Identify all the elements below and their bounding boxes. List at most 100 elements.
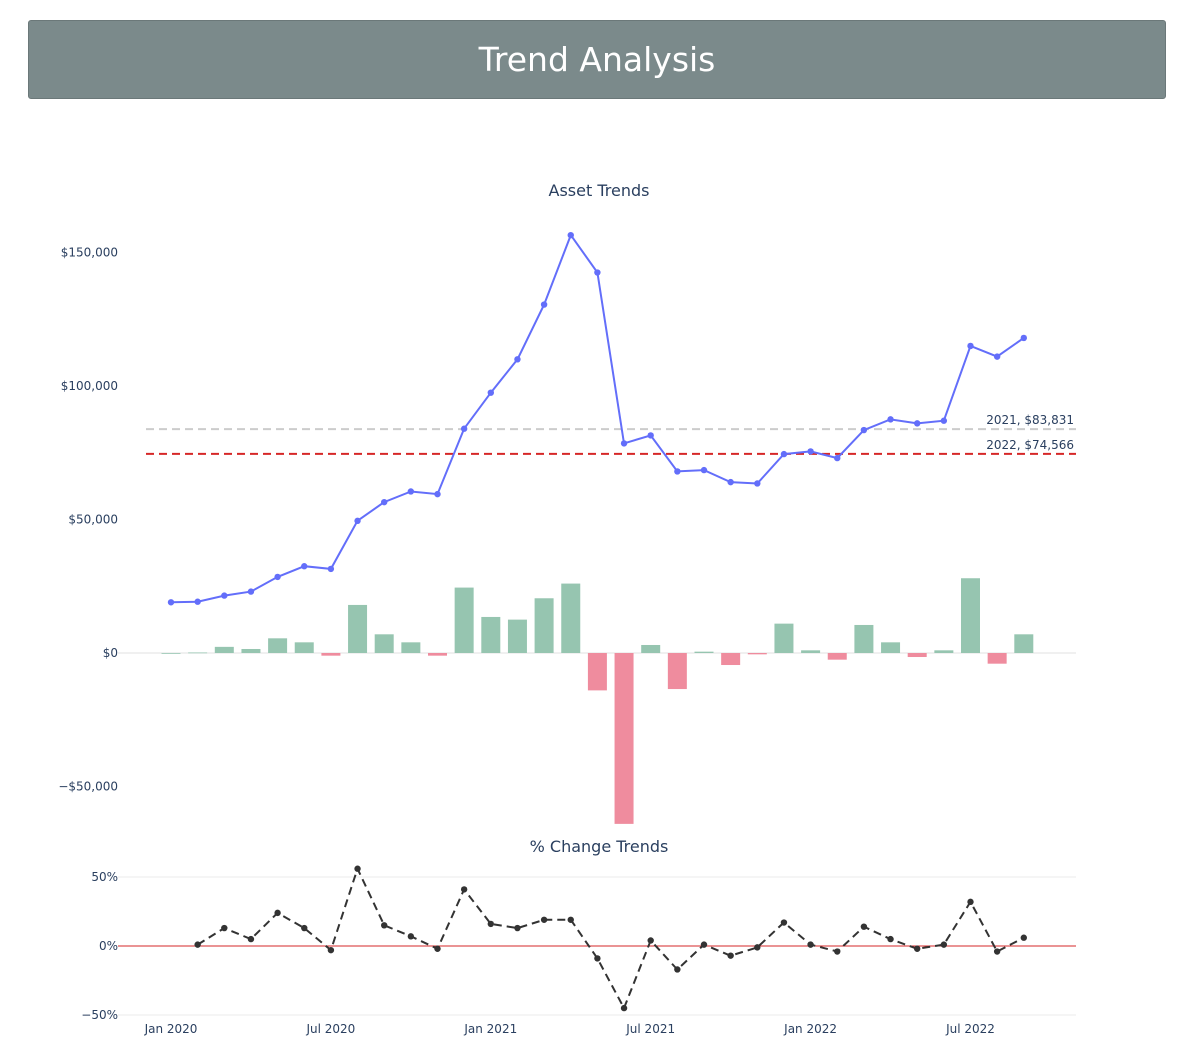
asset-data-point <box>993 353 1001 360</box>
asset-data-point <box>354 517 361 525</box>
percent-data-point <box>834 948 841 955</box>
percent-data-point <box>407 933 415 940</box>
asset-change-bar <box>241 648 261 653</box>
asset-change-bar <box>348 604 368 653</box>
asset-change-bar <box>428 653 447 656</box>
asset-change-bar <box>561 583 581 653</box>
x-tick-label: Jul 2021 <box>625 1022 675 1036</box>
asset-change-bar <box>934 650 954 653</box>
asset-change-bar <box>774 623 794 653</box>
asset-data-point <box>674 468 681 475</box>
reference-line-label: 2021, $83,831 <box>986 413 1074 427</box>
asset-change-bar <box>801 650 821 653</box>
percent-gridlines <box>118 876 1076 1016</box>
asset-data-point <box>274 573 281 581</box>
asset-data-point <box>514 356 521 363</box>
asset-data-point <box>407 488 415 495</box>
percent-data-point <box>807 941 814 948</box>
percent-data-point <box>381 922 388 929</box>
percent-data-point <box>647 937 654 944</box>
page-title: Trend Analysis <box>478 40 716 79</box>
asset-data-point <box>540 301 548 308</box>
asset-data-point <box>940 417 948 424</box>
asset-data-point <box>887 416 894 423</box>
asset-change-bar <box>667 653 687 690</box>
reference-line-label: 2022, $74,566 <box>986 438 1074 452</box>
asset-data-point <box>460 425 468 432</box>
percent-data-point <box>780 919 788 926</box>
percent-y-tick-label: 0% <box>99 939 118 953</box>
asset-data-point <box>754 480 761 487</box>
percent-change-title: % Change Trends <box>530 837 669 856</box>
asset-change-bar <box>294 642 314 653</box>
percent-data-point <box>194 941 201 948</box>
asset-change-bar <box>1014 634 1034 653</box>
x-axis: Jan 2020 Jul 2020 Jan 2021 Jul 2021 Jan 2022… <box>144 1022 995 1036</box>
asset-change-bar <box>961 578 980 653</box>
asset-y-tick-label: −$50,000 <box>58 780 118 794</box>
asset-y-tick-label: $150,000 <box>61 246 118 260</box>
asset-change-bar <box>587 653 607 691</box>
asset-data-point <box>381 498 388 506</box>
asset-change-bar <box>721 653 741 666</box>
asset-trends-panel: Asset Trends $150,000 $100,000 $50,000 $0 −$… <box>58 181 1076 824</box>
asset-data-point <box>727 478 734 486</box>
asset-data-point <box>434 490 441 498</box>
percent-data-point <box>700 941 708 948</box>
asset-change-bar <box>374 634 394 653</box>
page-header: Trend Analysis <box>28 20 1166 99</box>
percent-data-point <box>594 955 601 962</box>
percent-y-tick-label: 50% <box>91 870 118 884</box>
asset-change-bar <box>321 653 341 656</box>
asset-change-bar <box>507 619 527 653</box>
asset-reference-lines: 2021, $83,831 2022, $74,566 <box>146 413 1076 455</box>
percent-y-tick-label: −50% <box>81 1008 118 1022</box>
asset-data-point <box>967 342 974 350</box>
asset-change-bar <box>881 642 901 653</box>
asset-y-tick-label: $100,000 <box>61 379 118 393</box>
asset-change-bar <box>268 638 288 653</box>
asset-data-point <box>594 269 601 276</box>
asset-gridlines <box>118 252 1076 787</box>
asset-trends-title: Asset Trends <box>549 181 650 200</box>
asset-data-point <box>620 440 628 447</box>
x-tick-label: Jul 2022 <box>945 1022 995 1036</box>
asset-change-bar <box>214 646 234 653</box>
percent-data-point <box>674 966 681 973</box>
percent-data-point <box>620 1004 628 1012</box>
asset-change-bar <box>641 644 661 653</box>
asset-data-point <box>914 420 921 427</box>
asset-change-bar <box>907 653 927 658</box>
asset-data-point <box>860 426 868 434</box>
percent-data-point <box>567 916 574 923</box>
percent-data-point <box>274 909 281 917</box>
asset-change-bar <box>188 652 208 654</box>
asset-change-bar <box>987 653 1007 664</box>
percent-data-point <box>1020 934 1027 941</box>
asset-change-bar <box>534 598 554 653</box>
x-tick-label: Jan 2021 <box>463 1022 517 1036</box>
asset-data-point <box>327 565 335 573</box>
percent-data-point <box>354 865 361 872</box>
percent-data-point <box>434 945 441 952</box>
percent-data-point <box>514 924 521 932</box>
asset-change-bar <box>614 653 634 824</box>
asset-data-point <box>247 588 255 595</box>
percent-line-path <box>197 865 1025 1011</box>
percent-data-point <box>967 898 974 906</box>
percent-data-point <box>487 920 494 928</box>
asset-change-bar <box>827 653 847 660</box>
asset-change-bar <box>694 651 714 653</box>
asset-y-axis: $150,000 $100,000 $50,000 $0 −$50,000 <box>58 246 118 794</box>
asset-data-point <box>167 599 175 606</box>
asset-line-path <box>170 233 1025 604</box>
percent-data-point <box>460 886 468 893</box>
asset-data-point <box>487 389 494 396</box>
asset-data-point <box>780 450 788 458</box>
percent-data-point <box>914 945 921 952</box>
asset-change-bar <box>454 587 474 653</box>
asset-change-bar <box>481 616 501 653</box>
asset-y-tick-label: $0 <box>103 646 118 660</box>
percent-data-point <box>887 935 894 943</box>
